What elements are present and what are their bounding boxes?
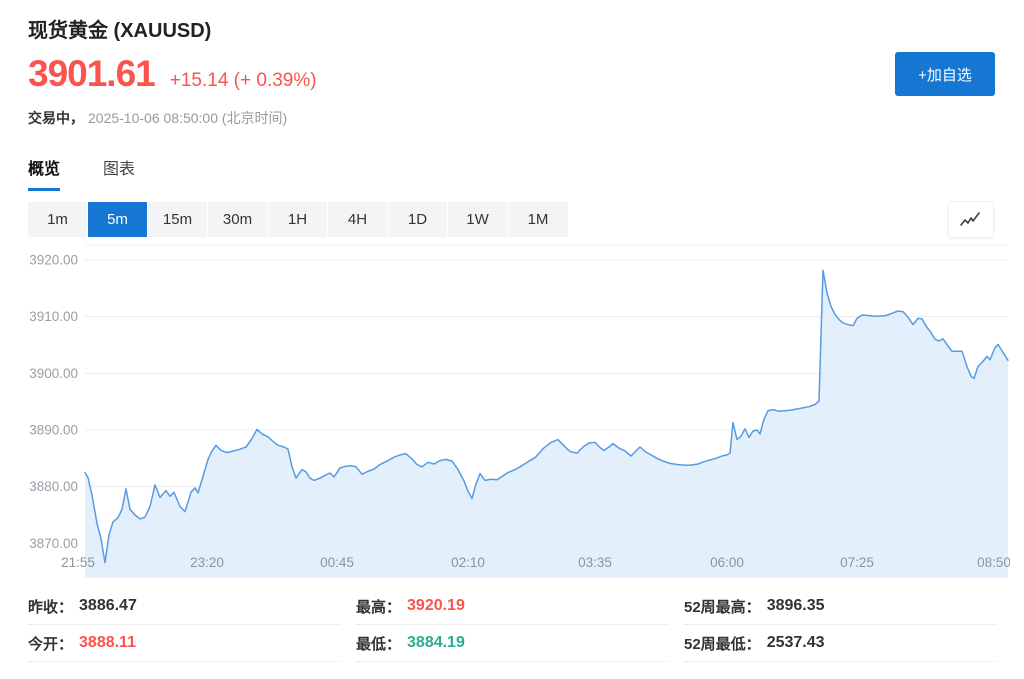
interval-toolbar: 1m 5m 15m 30m 1H 4H 1D 1W 1M: [28, 202, 568, 237]
trading-status: 交易中， 2025-10-06 08:50:00 (北京时间): [28, 108, 287, 128]
interval-button-1m[interactable]: 1m: [28, 202, 88, 237]
price-change: +15.14 (+ 0.39%): [169, 70, 317, 91]
interval-button-1H[interactable]: 1H: [268, 202, 328, 237]
timezone-label: (北京时间): [221, 110, 288, 126]
svg-text:02:10: 02:10: [451, 555, 485, 570]
svg-text:06:00: 06:00: [710, 555, 744, 570]
svg-text:3890.00: 3890.00: [29, 422, 78, 437]
svg-text:07:25: 07:25: [840, 555, 874, 570]
stat-prev-close: 昨收： 3886.47: [28, 588, 340, 625]
tab-chart[interactable]: 图表: [103, 161, 136, 178]
svg-text:03:35: 03:35: [578, 555, 612, 570]
tab-bar: 概览 图表: [28, 155, 135, 191]
interval-button-1M[interactable]: 1M: [508, 202, 568, 237]
svg-text:21:55: 21:55: [61, 555, 95, 570]
stat-52w-low: 52周最低： 2537.43: [684, 625, 996, 662]
price-block: 3901.61 +15.14 (+ 0.39%): [28, 53, 317, 95]
quote-stats: 昨收： 3886.47 最高： 3920.19 52周最高： 3896.35 今…: [28, 588, 996, 662]
svg-text:3880.00: 3880.00: [29, 479, 78, 494]
add-watchlist-button[interactable]: +加自选: [895, 52, 995, 96]
current-price: 3901.61: [28, 53, 156, 94]
interval-button-1D[interactable]: 1D: [388, 202, 448, 237]
price-chart[interactable]: 3920.00 3910.00 3900.00 3890.00 3880.00 3870.…: [0, 240, 1011, 585]
stat-low: 最低： 3884.19: [356, 625, 668, 662]
interval-button-30m[interactable]: 30m: [208, 202, 268, 237]
svg-text:3910.00: 3910.00: [29, 309, 78, 324]
price-chart-svg: 3920.00 3910.00 3900.00 3890.00 3880.00 3870.…: [29, 244, 1011, 578]
interval-button-15m[interactable]: 15m: [148, 202, 208, 237]
page-title: 现货黄金 (XAUUSD): [28, 20, 212, 42]
tab-overview[interactable]: 概览: [28, 155, 61, 191]
interval-button-5m[interactable]: 5m: [88, 202, 148, 237]
stat-52w-high: 52周最高： 3896.35: [684, 588, 996, 625]
trading-status-label: 交易中，: [28, 110, 84, 126]
chart-type-button[interactable]: [948, 201, 994, 238]
svg-text:00:45: 00:45: [320, 555, 354, 570]
interval-button-1W[interactable]: 1W: [448, 202, 508, 237]
svg-text:23:20: 23:20: [190, 555, 224, 570]
svg-text:3920.00: 3920.00: [29, 253, 78, 268]
stat-open: 今开： 3888.11: [28, 625, 340, 662]
stat-high: 最高： 3920.19: [356, 588, 668, 625]
quote-timestamp: 2025-10-06 08:50:00: [88, 110, 218, 126]
line-chart-icon: [960, 212, 980, 226]
svg-text:3870.00: 3870.00: [29, 536, 78, 551]
svg-text:08:50: 08:50: [977, 555, 1010, 570]
interval-button-4H[interactable]: 4H: [328, 202, 388, 237]
svg-text:3900.00: 3900.00: [29, 366, 78, 381]
